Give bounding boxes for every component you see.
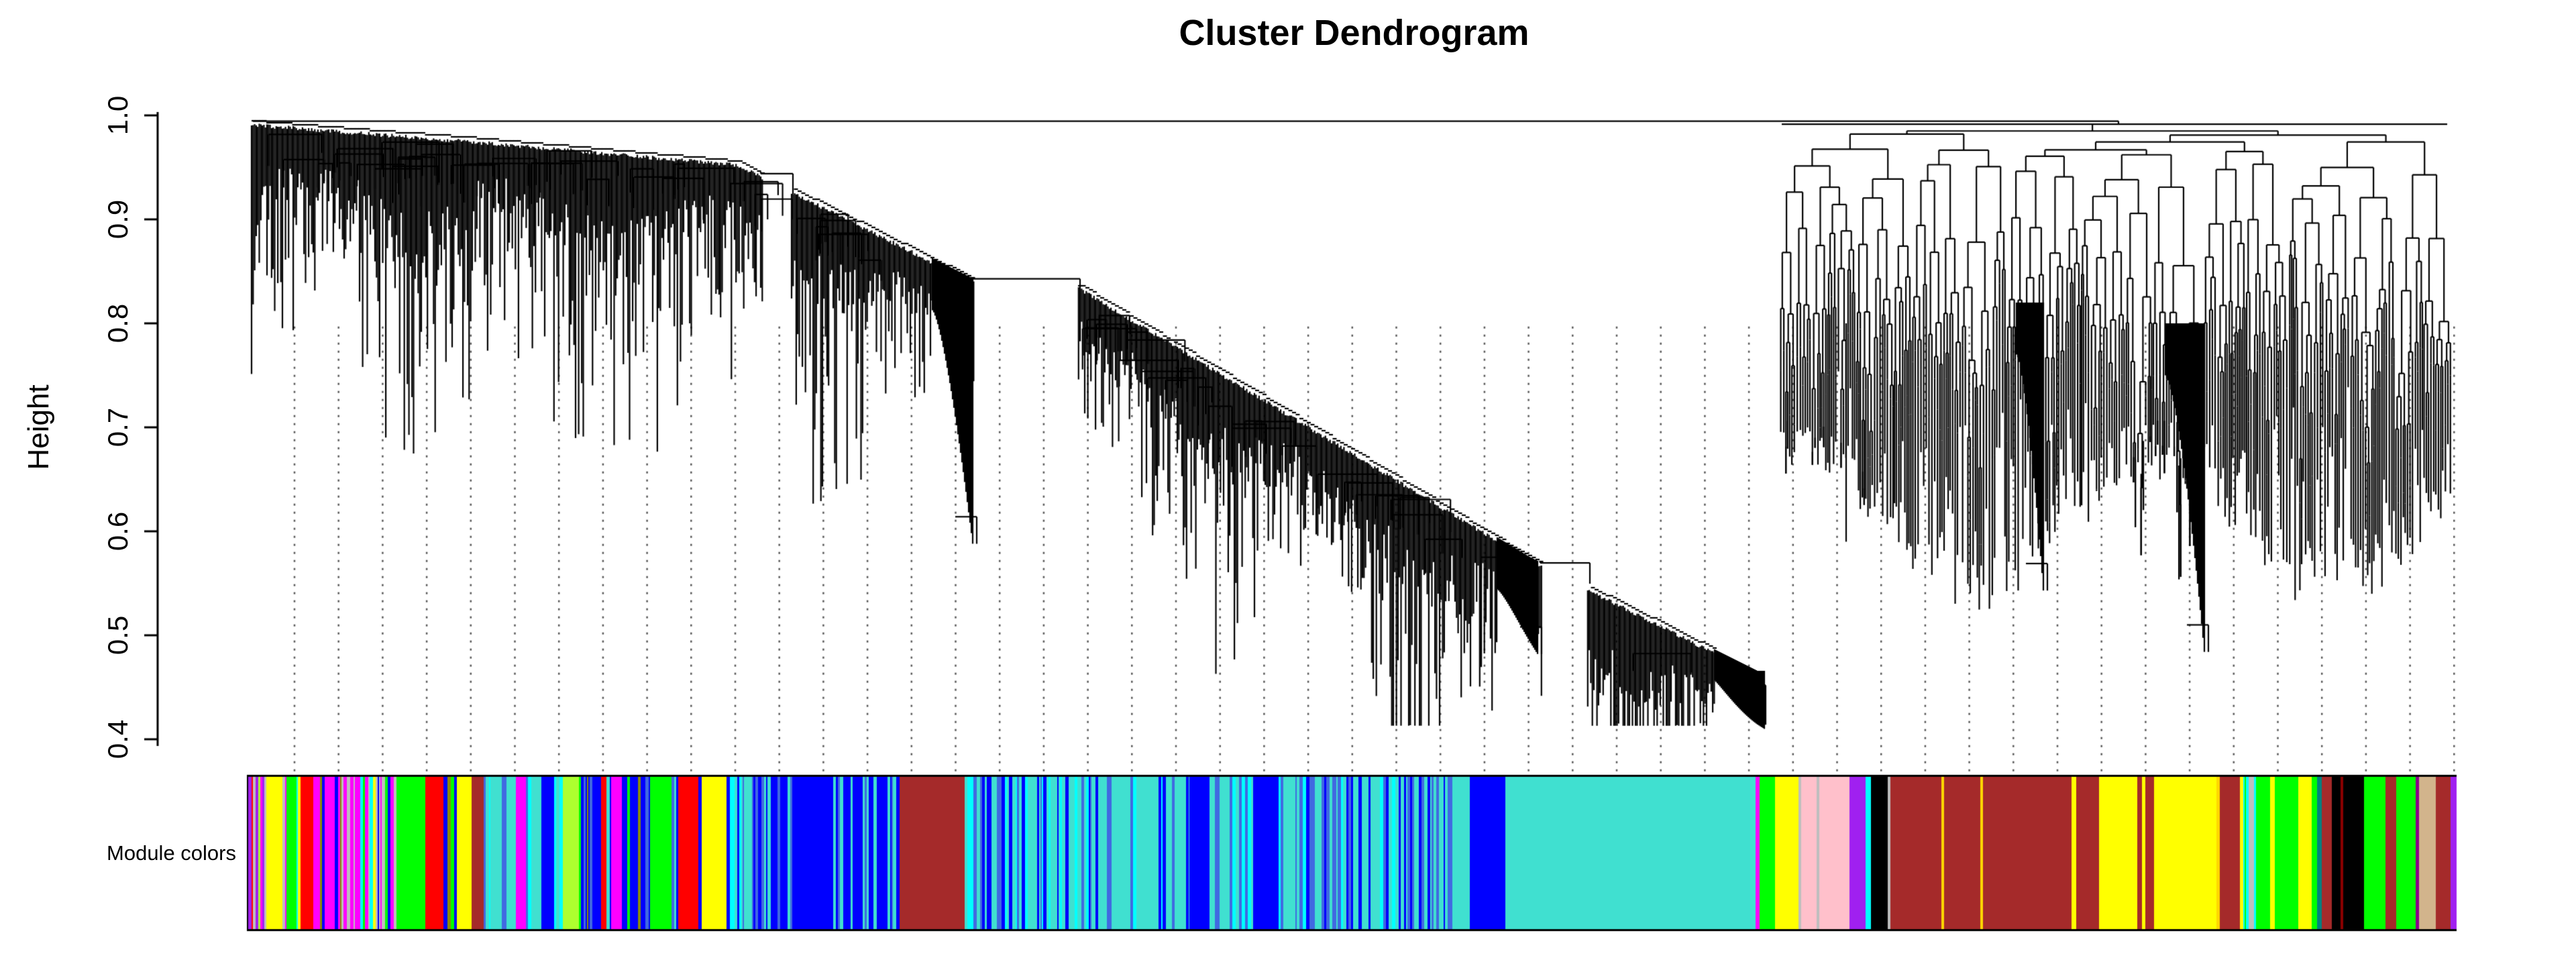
y-tick-label: 0.5	[102, 615, 133, 655]
chart-title: Cluster Dendrogram	[1179, 13, 1529, 53]
y-tick-label: 0.9	[102, 199, 133, 239]
y-tick-label: 1.0	[102, 95, 133, 136]
y-axis-label: Height	[22, 384, 55, 470]
y-tick-label: 0.7	[102, 407, 133, 447]
y-tick-label: 0.4	[102, 719, 133, 759]
y-tick-label: 0.6	[102, 511, 133, 551]
y-tick-label: 0.8	[102, 303, 133, 343]
module-colors-label: Module colors	[107, 841, 236, 865]
